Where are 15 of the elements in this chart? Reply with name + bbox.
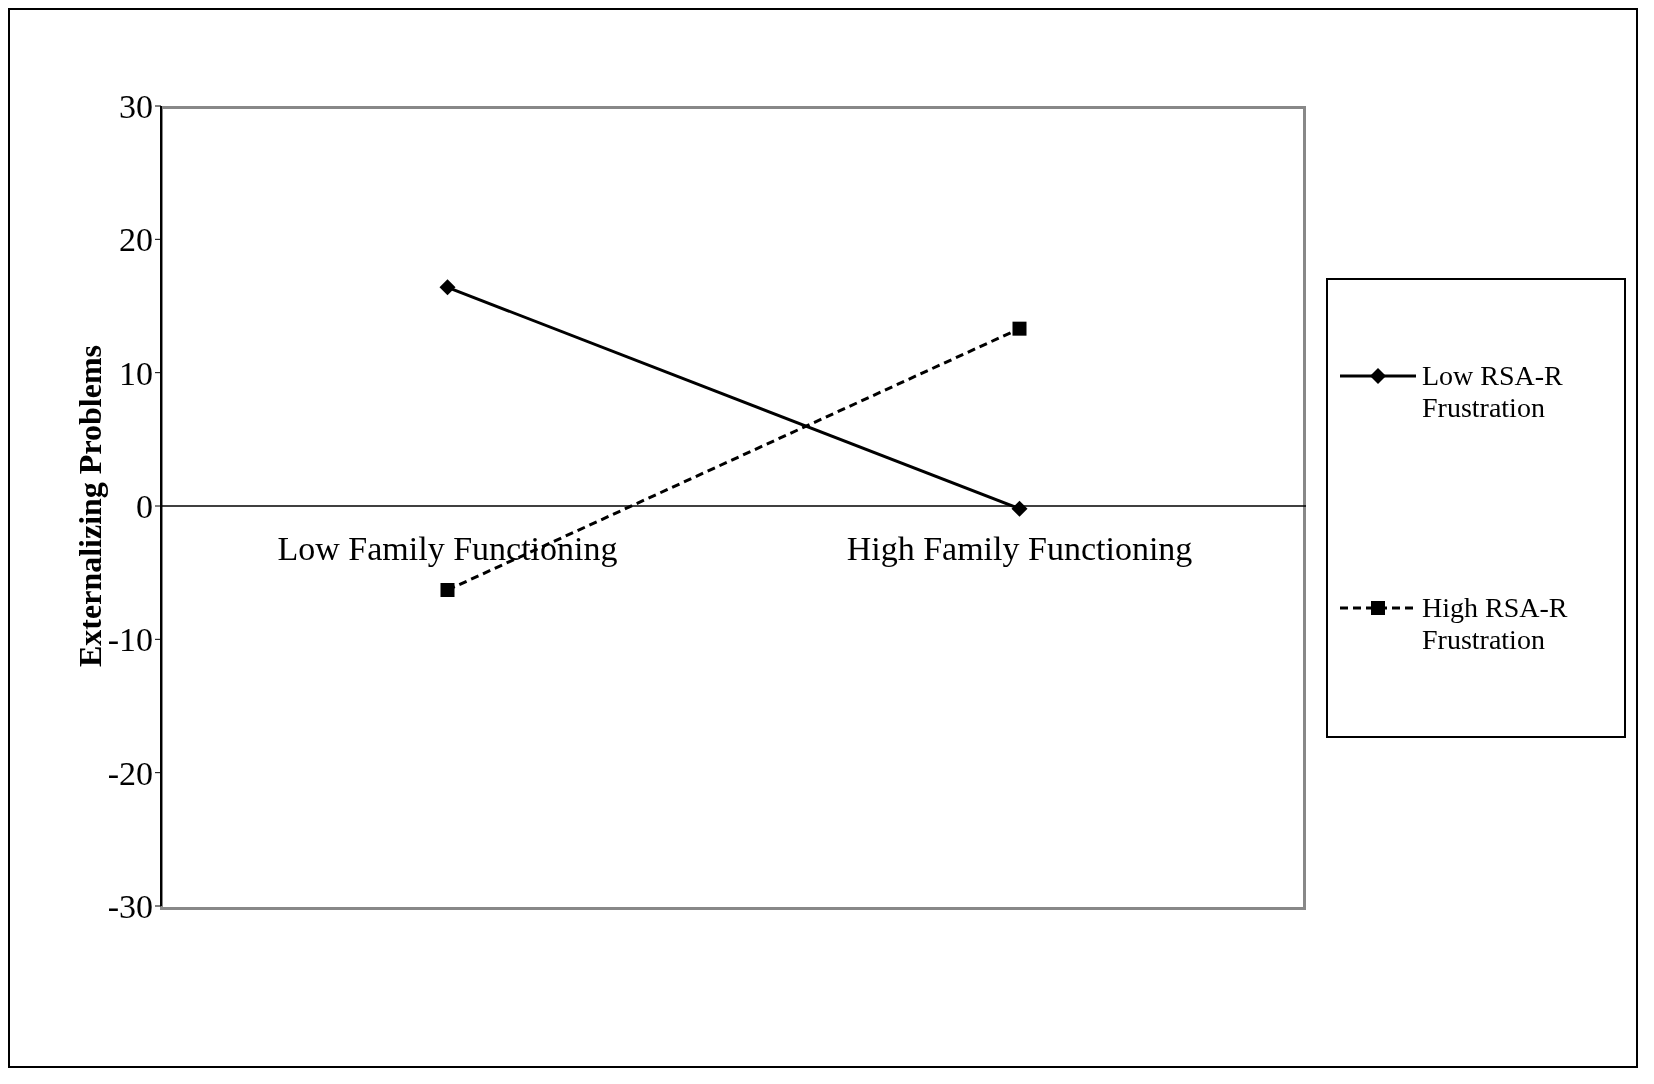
- y-axis-title: Externalizing Problems: [72, 344, 109, 668]
- point: [1011, 500, 1028, 517]
- point: [1012, 321, 1027, 336]
- point: [440, 583, 455, 597]
- y-tick-label: -30: [107, 888, 153, 926]
- legend-label: Low RSA-R Frustration: [1422, 360, 1564, 424]
- y-tick-label: 30: [119, 88, 153, 126]
- point: [439, 279, 456, 296]
- y-tick-label: -20: [107, 754, 153, 792]
- legend-label: High RSA-R Frustration: [1422, 592, 1569, 656]
- y-tick-label: 0: [136, 488, 153, 526]
- x-tick-label: High Family Functioning: [846, 530, 1193, 567]
- y-tick-label: -10: [107, 621, 153, 659]
- y-tick-label: 10: [119, 354, 153, 392]
- y-tick-label: 20: [119, 221, 153, 259]
